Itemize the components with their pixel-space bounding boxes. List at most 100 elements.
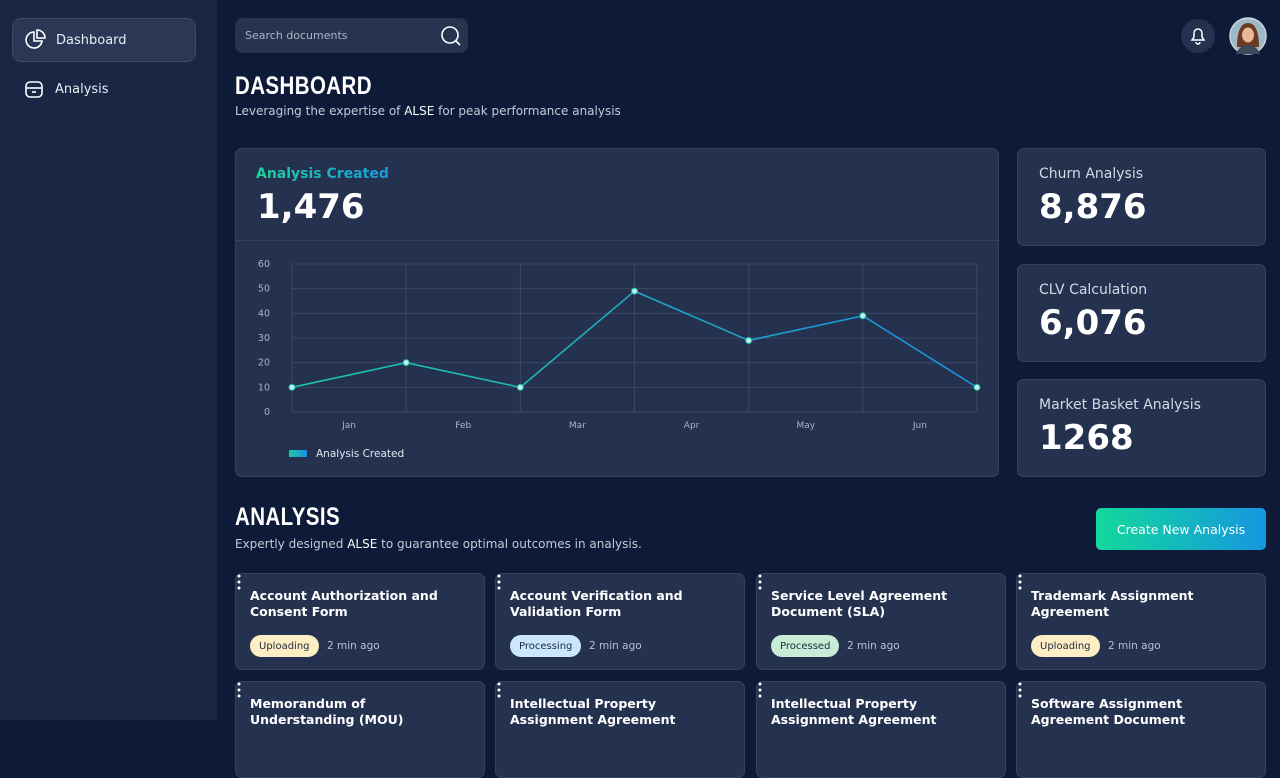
data-point: [516, 383, 524, 391]
status-badge: Processing: [510, 635, 582, 657]
y-tick-label: 10: [258, 382, 270, 393]
document-card[interactable]: Intellectual Property Assignment Agreeme…: [495, 681, 745, 778]
x-tick-label: May: [796, 421, 815, 431]
x-tick-label: Jun: [912, 421, 927, 431]
menu-dot: [237, 580, 241, 584]
menu-dot: [758, 682, 762, 686]
menu-dot: [237, 586, 241, 590]
document-card[interactable]: Intellectual Property Assignment Agreeme…: [756, 681, 1006, 778]
document-card[interactable]: Service Level Agreement Document (SLA) Pr…: [756, 573, 1006, 670]
menu-dot: [497, 682, 501, 686]
search-placeholder: Search documents: [245, 29, 348, 42]
subtitle-part: Leveraging the expertise of: [235, 104, 405, 118]
line-chart: 0 10 20 30 40 50 60 Jan Feb Mar Apr May Jun Analysis …: [258, 259, 981, 460]
y-tick-label: 50: [258, 284, 270, 295]
x-tick-label: Mar: [569, 421, 586, 431]
icon-dashboard: [25, 29, 46, 49]
menu-dot: [1018, 580, 1022, 584]
document-card[interactable]: Trademark Assignment Agreement Uploading 2…: [1016, 573, 1266, 670]
legend-label: Analysis Created: [316, 448, 404, 460]
x-tick-label: Apr: [684, 421, 700, 431]
stat-label: Churn Analysis: [1039, 166, 1144, 182]
subtitle-brand: ALSE: [404, 104, 435, 118]
data-point: [745, 336, 753, 344]
y-tick-label: 40: [258, 308, 270, 319]
stat-card: Churn Analysis 8,876: [1017, 148, 1266, 246]
status-badge: Uploading: [250, 635, 319, 657]
notification-button[interactable]: [1180, 18, 1216, 54]
stat-label: Market Basket Analysis: [1039, 397, 1201, 413]
menu-dot: [237, 574, 241, 578]
menu-dot: [1018, 574, 1022, 578]
stat-card: Market Basket Analysis 1268: [1017, 379, 1266, 477]
more-menu[interactable]: [1017, 574, 1023, 590]
document-title: Service Level Agreement Document (SLA): [771, 588, 948, 619]
menu-dot: [758, 694, 762, 698]
menu-dot: [1018, 694, 1022, 698]
stat-value: 1268: [1039, 418, 1134, 458]
menu-dot: [758, 586, 762, 590]
stat-value: 8,876: [1039, 187, 1147, 227]
menu-dot: [497, 586, 501, 590]
menu-dot: [1018, 586, 1022, 590]
more-menu[interactable]: [757, 682, 763, 698]
document-card[interactable]: Software Assignment Agreement Document: [1016, 681, 1266, 778]
menu-dot: [1018, 682, 1022, 686]
menu-dot: [758, 574, 762, 578]
document-card[interactable]: Account Verification and Validation Form…: [495, 573, 745, 670]
document-card[interactable]: Account Authorization and Consent Form Up…: [235, 573, 485, 670]
dashboard-title: DASHBOARD: [235, 72, 372, 100]
menu-dot: [758, 580, 762, 584]
icon-analysis: [25, 81, 43, 98]
more-menu[interactable]: [496, 574, 502, 590]
sidebar: Dashboard Analysis: [0, 0, 217, 720]
menu-dot: [237, 694, 241, 698]
stat-value: 6,076: [1039, 302, 1147, 343]
subtitle-part: Expertly designed: [235, 537, 348, 551]
stat-card: CLV Calculation 6,076: [1017, 263, 1266, 362]
main-stat-label: Analysis Created: [256, 166, 389, 182]
document-title: Account Verification and Validation Form: [510, 588, 683, 619]
data-point: [402, 359, 410, 367]
time-ago: 2 min ago: [589, 640, 642, 652]
create-button[interactable]: Create New Analysis: [1096, 508, 1266, 550]
search-box[interactable]: Search documents: [235, 18, 468, 53]
more-menu[interactable]: [236, 682, 242, 698]
y-tick-label: 20: [258, 358, 270, 369]
x-tick-label: Feb: [455, 421, 471, 431]
time-ago: 2 min ago: [1108, 640, 1161, 652]
menu-dot: [497, 574, 501, 578]
stat-label: CLV Calculation: [1039, 281, 1148, 298]
more-menu[interactable]: [757, 574, 763, 590]
nav-dashboard[interactable]: Dashboard: [12, 18, 196, 62]
status-badge: Uploading: [1031, 635, 1100, 657]
document-title: Account Authorization and Consent Form: [250, 588, 438, 619]
more-menu[interactable]: [496, 682, 502, 698]
chart-card: Analysis Created 1,476 0 10 20 30 40 50 60 Jan F…: [235, 148, 999, 477]
avatar[interactable]: [1229, 17, 1267, 55]
menu-dot: [237, 682, 241, 686]
menu-dot: [237, 688, 241, 692]
time-ago: 2 min ago: [847, 640, 900, 652]
y-tick-label: 30: [258, 333, 270, 344]
document-card[interactable]: Memorandum of Understanding (MOU): [235, 681, 485, 778]
menu-dot: [497, 688, 501, 692]
subtitle-brand: ALSE: [347, 537, 378, 551]
analysis-subtitle: Expertly designed ALSE to guarantee opti…: [235, 537, 642, 551]
menu-dot: [1018, 688, 1022, 692]
subtitle-part: to guarantee optimal outcomes in analysi…: [377, 537, 642, 551]
legend-swatch: [289, 450, 307, 457]
nav-label: Dashboard: [56, 32, 127, 48]
y-tick-label: 60: [258, 259, 270, 270]
more-menu[interactable]: [1017, 682, 1023, 698]
nav-analysis[interactable]: Analysis: [12, 68, 194, 110]
main-stat-value: 1,476: [257, 187, 365, 227]
search-icon: [441, 26, 461, 46]
data-point: [859, 312, 867, 320]
document-title: Software Assignment Agreement Document: [1031, 696, 1186, 727]
nav-label: Analysis: [55, 81, 109, 97]
more-menu[interactable]: [236, 574, 242, 590]
document-title: Intellectual Property Assignment Agreeme…: [510, 696, 676, 727]
x-tick-label: Jan: [341, 421, 356, 431]
menu-dot: [497, 580, 501, 584]
